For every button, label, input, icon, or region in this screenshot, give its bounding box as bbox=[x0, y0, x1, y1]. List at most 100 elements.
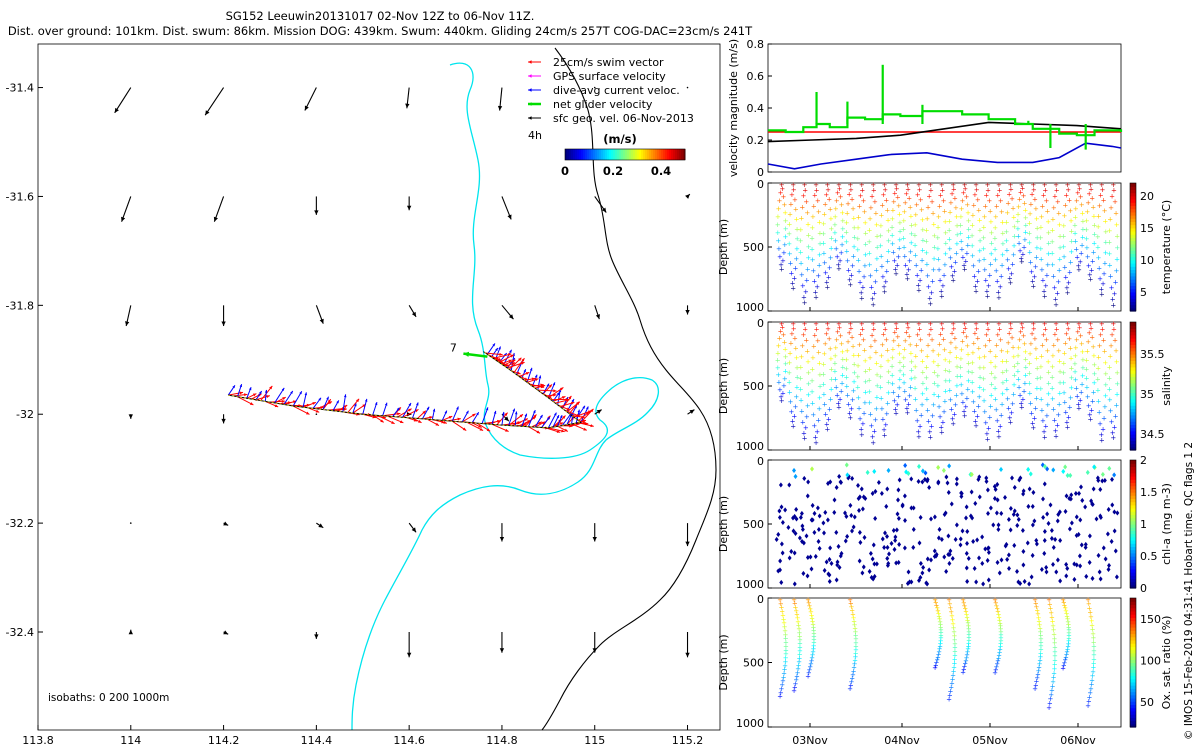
chla-sample: ♦ bbox=[886, 550, 892, 558]
section-sample: + bbox=[817, 240, 823, 248]
section-sample: + bbox=[839, 340, 845, 348]
section-sample: + bbox=[926, 417, 932, 425]
section-sample: + bbox=[805, 265, 811, 273]
section-sample: + bbox=[1065, 289, 1071, 297]
sfc-velocity-arrow-head bbox=[213, 216, 218, 222]
section-sample: + bbox=[949, 406, 955, 414]
section-sample: + bbox=[993, 406, 999, 414]
chla-sample: ♦ bbox=[968, 512, 974, 520]
section-sample: + bbox=[1095, 223, 1101, 231]
section-sample: + bbox=[935, 382, 941, 390]
chla-sample: ♦ bbox=[1014, 568, 1020, 576]
oxygen-sample: + bbox=[853, 632, 859, 640]
section-colorbar-tick: 50 bbox=[1140, 696, 1154, 709]
section-sample: + bbox=[925, 272, 931, 280]
dac-vector-head bbox=[264, 389, 268, 393]
section-sample: + bbox=[905, 409, 911, 417]
section-sample: + bbox=[839, 201, 845, 209]
section-sample: + bbox=[804, 347, 810, 355]
section-colorbar-cell bbox=[1130, 408, 1136, 413]
colorbar-cell bbox=[657, 149, 660, 160]
section-sample: + bbox=[816, 348, 822, 356]
section-sample: + bbox=[1084, 244, 1090, 252]
section-colorbar-cell bbox=[1130, 675, 1136, 680]
section-sample: + bbox=[799, 215, 805, 223]
legend-symbol-head bbox=[528, 74, 532, 78]
chla-sample: ♦ bbox=[1064, 472, 1070, 480]
section-sample: + bbox=[992, 374, 998, 382]
oxygen-sample: + bbox=[1052, 661, 1058, 669]
section-colorbar-cell bbox=[1130, 472, 1136, 477]
oxygen-sample: + bbox=[1091, 660, 1097, 668]
swim-vector-head bbox=[538, 421, 543, 425]
chla-sample: ♦ bbox=[949, 501, 955, 509]
oxygen-sample: + bbox=[781, 673, 787, 681]
colorbar-cell bbox=[667, 149, 670, 160]
section-sample: + bbox=[1072, 360, 1078, 368]
oxygen-sample: + bbox=[782, 627, 788, 635]
dac-vector-head bbox=[432, 408, 436, 412]
chla-sample: ♦ bbox=[895, 487, 901, 495]
swim-vector-head bbox=[486, 428, 491, 432]
section-sample: + bbox=[828, 225, 834, 233]
section-sample: + bbox=[813, 320, 819, 328]
section-ytick-label: 1000 bbox=[736, 578, 764, 591]
section-sample: + bbox=[981, 234, 987, 242]
section-sample: + bbox=[974, 186, 980, 194]
swim-vector-head bbox=[582, 419, 586, 423]
section-sample: + bbox=[959, 205, 965, 213]
swim-vector-head bbox=[590, 424, 594, 428]
swim-vector-head bbox=[479, 427, 484, 431]
sfc-velocity-point bbox=[593, 86, 596, 89]
section-sample: + bbox=[920, 236, 926, 244]
section-sample: + bbox=[1049, 227, 1055, 235]
section-sample: + bbox=[997, 325, 1003, 333]
oxygen-sample: + bbox=[998, 637, 1004, 645]
section-sample: + bbox=[874, 244, 880, 252]
chla-sample: ♦ bbox=[861, 494, 867, 502]
section-sample: + bbox=[1051, 204, 1057, 212]
section-sample: + bbox=[987, 414, 993, 422]
section-sample: + bbox=[893, 266, 899, 274]
section-sample: + bbox=[789, 191, 795, 199]
swim-vector-head bbox=[355, 398, 360, 403]
section-sample: + bbox=[1075, 189, 1081, 197]
section-sample: + bbox=[822, 201, 828, 209]
chla-sample: ♦ bbox=[964, 528, 970, 536]
section-sample: + bbox=[1091, 370, 1097, 378]
section-sample: + bbox=[958, 221, 964, 229]
oxygen-sample: + bbox=[793, 607, 799, 615]
section-colorbar-tick: 15 bbox=[1140, 222, 1154, 235]
chla-sample: ♦ bbox=[893, 560, 899, 568]
section-sample: + bbox=[1084, 235, 1090, 243]
dac-vector-head bbox=[299, 391, 302, 395]
section-sample: + bbox=[1091, 388, 1097, 396]
section-sample: + bbox=[893, 270, 899, 278]
section-sample: + bbox=[838, 332, 844, 340]
section-sample: + bbox=[1074, 336, 1080, 344]
section-colorbar-cell bbox=[1130, 460, 1136, 464]
section-sample: + bbox=[882, 186, 888, 194]
section-sample: + bbox=[863, 230, 869, 238]
section-colorbar-cell bbox=[1130, 678, 1136, 683]
chla-sample: ♦ bbox=[895, 497, 901, 505]
dac-vector-head bbox=[476, 412, 479, 416]
section-sample: + bbox=[998, 272, 1004, 280]
section-colorbar-cell bbox=[1130, 256, 1136, 261]
section-sample: + bbox=[896, 202, 902, 210]
chla-sample: ♦ bbox=[834, 562, 840, 570]
oxygen-sample: + bbox=[1038, 642, 1044, 650]
oxygen-sample: + bbox=[932, 596, 938, 604]
section-sample: + bbox=[872, 198, 878, 206]
oxygen-sample: + bbox=[1050, 682, 1056, 690]
section-sample: + bbox=[821, 350, 827, 358]
section-sample: + bbox=[949, 330, 955, 338]
section-sample: + bbox=[886, 227, 892, 235]
section-sample: + bbox=[939, 293, 945, 301]
chla-sample: ♦ bbox=[1074, 532, 1080, 540]
section-sample: + bbox=[1054, 187, 1060, 195]
section-sample: + bbox=[1111, 187, 1117, 195]
section-sample: + bbox=[811, 343, 817, 351]
section-sample: + bbox=[1101, 414, 1107, 422]
section-sample: + bbox=[969, 232, 975, 240]
